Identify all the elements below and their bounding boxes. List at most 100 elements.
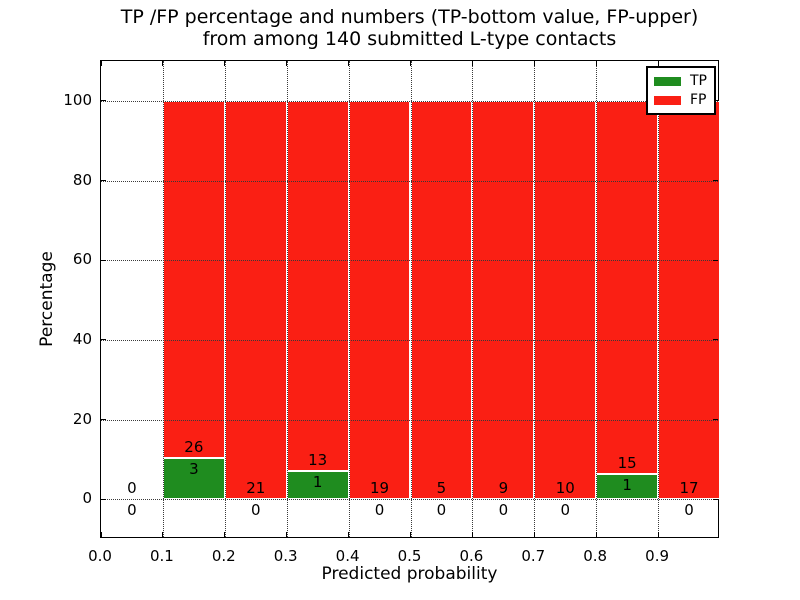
x-tick-bottom bbox=[657, 532, 659, 537]
y-tick-left bbox=[101, 100, 106, 102]
fp-count-label: 19 bbox=[369, 479, 390, 498]
tp-count-label: 0 bbox=[560, 501, 571, 520]
legend-label-tp: TP bbox=[690, 72, 707, 89]
fp-count-label: 17 bbox=[679, 479, 699, 498]
y-tick-left bbox=[101, 419, 106, 420]
v-gridline bbox=[410, 61, 412, 537]
legend-item-fp: FP bbox=[654, 91, 708, 110]
x-tick-bottom bbox=[348, 532, 350, 537]
legend-swatch-tp bbox=[654, 76, 681, 86]
y-tick-left bbox=[101, 180, 106, 181]
bar-segment-fp bbox=[162, 100, 225, 458]
legend-swatch-fp bbox=[654, 95, 681, 105]
tp-count-label: 0 bbox=[498, 501, 509, 520]
bar-segment-fp bbox=[286, 100, 349, 471]
tp-count-label: 0 bbox=[127, 501, 137, 520]
x-tick-bottom bbox=[410, 532, 411, 537]
v-gridline bbox=[348, 61, 350, 537]
v-gridline bbox=[472, 61, 474, 537]
x-tick-label: 0.7 bbox=[521, 547, 546, 565]
x-tick-label: 0.5 bbox=[397, 547, 422, 565]
y-tick-label: 100 bbox=[63, 90, 92, 109]
fp-count-label: 10 bbox=[555, 479, 575, 498]
tp-count-label: 1 bbox=[622, 476, 632, 495]
fp-count-label: 5 bbox=[436, 479, 447, 498]
x-tick-top bbox=[224, 61, 226, 66]
plot-area: 0 0 26 3 21 0 13 1 19 0 5 0 9 0 10 0 15 1 17 0 bbox=[100, 60, 720, 538]
bar-segment-fp bbox=[596, 100, 659, 475]
x-tick-bottom bbox=[533, 532, 535, 537]
x-tick-top bbox=[595, 61, 597, 66]
y-tick-right bbox=[713, 498, 718, 500]
x-tick-bottom bbox=[224, 532, 226, 537]
tp-count-label: 0 bbox=[250, 501, 261, 520]
y-tick-right bbox=[713, 339, 718, 341]
v-gridline bbox=[162, 61, 164, 537]
v-gridline bbox=[534, 61, 536, 537]
y-tick-label: 80 bbox=[72, 170, 92, 189]
tp-count-label: 0 bbox=[436, 501, 447, 520]
chart-title: TP /FP percentage and numbers (TP-bottom… bbox=[100, 6, 719, 50]
y-tick-left bbox=[101, 498, 106, 500]
h-gridline bbox=[101, 260, 718, 262]
bar-segment-fp bbox=[472, 100, 535, 500]
y-tick-right bbox=[713, 259, 718, 261]
x-tick-bottom bbox=[286, 532, 288, 537]
legend-label-fp: FP bbox=[690, 91, 707, 108]
legend: TP FP bbox=[646, 66, 716, 115]
x-tick-top bbox=[162, 61, 164, 66]
v-gridline bbox=[224, 61, 226, 537]
x-tick-top bbox=[348, 61, 350, 66]
fp-count-label: 13 bbox=[308, 450, 328, 469]
y-tick-label: 40 bbox=[72, 329, 92, 348]
x-axis-label: Predicted probability bbox=[321, 564, 498, 584]
x-tick-label: 0.8 bbox=[583, 547, 608, 565]
bar-segment-fp bbox=[348, 100, 411, 500]
x-tick-label: 0.9 bbox=[645, 547, 670, 565]
v-gridline bbox=[286, 61, 288, 537]
y-tick-right bbox=[713, 180, 718, 181]
fp-count-label: 26 bbox=[184, 437, 204, 456]
x-tick-top bbox=[286, 61, 288, 66]
chart-title-line1: TP /FP percentage and numbers (TP-bottom… bbox=[120, 6, 699, 28]
fp-count-label: 15 bbox=[617, 454, 637, 473]
h-gridline bbox=[101, 419, 718, 421]
bar-segment-fp bbox=[410, 100, 473, 500]
bar-segment-tp bbox=[596, 474, 659, 500]
fp-count-label: 0 bbox=[127, 479, 137, 498]
x-tick-bottom bbox=[471, 532, 473, 537]
y-tick-label: 60 bbox=[72, 250, 92, 269]
bar-segment-fp bbox=[534, 100, 597, 500]
y-tick-left bbox=[101, 339, 106, 341]
tp-count-label: 3 bbox=[189, 459, 199, 478]
x-tick-label: 0.2 bbox=[211, 547, 236, 565]
tp-count-label: 0 bbox=[374, 501, 385, 520]
x-tick-top bbox=[533, 61, 535, 66]
y-tick-right bbox=[713, 419, 718, 420]
x-tick-label: 0.3 bbox=[273, 547, 298, 565]
x-tick-bottom bbox=[162, 532, 164, 537]
h-gridline bbox=[101, 499, 718, 501]
fp-count-label: 21 bbox=[246, 479, 266, 498]
y-tick-label: 20 bbox=[72, 409, 92, 428]
y-tick-left bbox=[101, 259, 106, 261]
x-tick-label: 0.1 bbox=[149, 547, 174, 565]
x-tick-label: 0.4 bbox=[335, 547, 360, 565]
x-tick-top bbox=[657, 61, 659, 66]
bar-segment-tp bbox=[162, 457, 225, 500]
x-tick-top bbox=[100, 61, 102, 66]
x-tick-bottom bbox=[595, 532, 597, 537]
x-tick-label: 0.6 bbox=[459, 547, 484, 565]
h-gridline bbox=[101, 100, 718, 102]
bar-segment-fp bbox=[658, 100, 720, 500]
tp-count-label: 0 bbox=[684, 501, 694, 520]
h-gridline bbox=[101, 339, 718, 341]
bar-segment-fp bbox=[224, 100, 287, 500]
h-gridline bbox=[101, 180, 718, 182]
x-tick-bottom bbox=[100, 532, 102, 537]
chart-title-line2: from among 140 submitted L-type contacts bbox=[202, 28, 617, 50]
x-tick-top bbox=[471, 61, 473, 66]
x-tick-top bbox=[410, 61, 411, 66]
legend-item-tp: TP bbox=[654, 72, 708, 91]
